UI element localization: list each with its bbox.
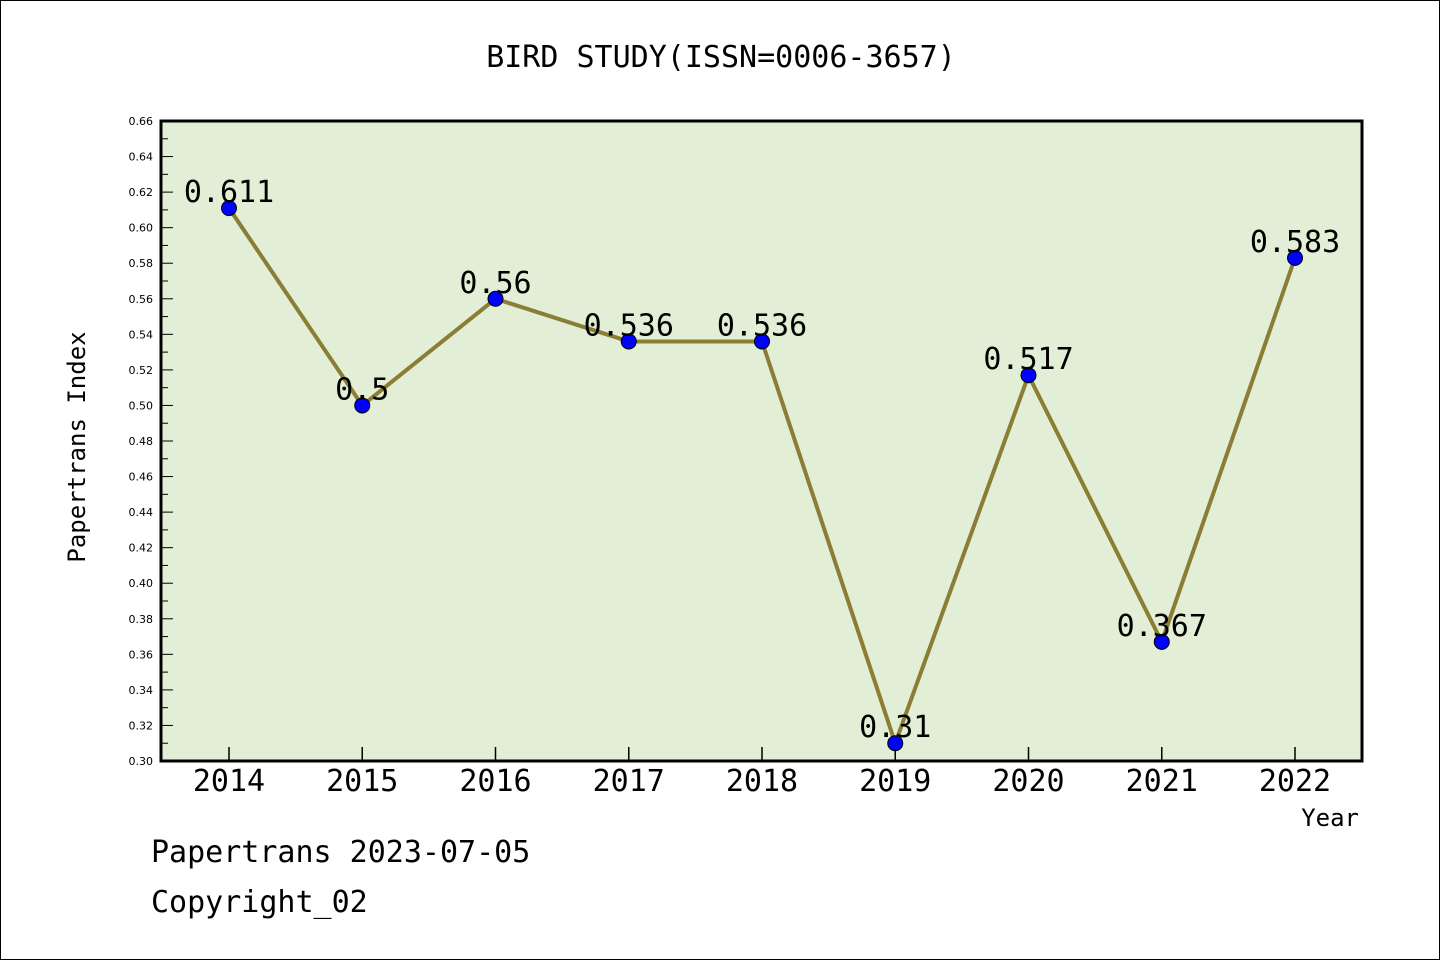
y-tick-label: 0.36 bbox=[129, 648, 154, 661]
y-tick-label: 0.52 bbox=[129, 364, 154, 377]
y-tick-label: 0.50 bbox=[129, 399, 154, 412]
y-tick-label: 0.54 bbox=[129, 328, 154, 341]
data-point bbox=[487, 290, 504, 307]
footer-date: Papertrans 2023-07-05 bbox=[151, 835, 531, 870]
data-label: 0.56 bbox=[459, 266, 531, 301]
data-point bbox=[1287, 249, 1303, 266]
data-point bbox=[620, 333, 637, 350]
x-axis: 2014 2015 2016 2017 2018 2019 2020 2021 2022 bbox=[193, 747, 1331, 799]
data-label: 0.583 bbox=[1250, 225, 1340, 260]
x-tick-label: 2022 bbox=[1259, 764, 1331, 799]
x-tick-label: 2018 bbox=[726, 764, 798, 799]
y-tick-label: 0.32 bbox=[129, 719, 154, 732]
data-point bbox=[221, 200, 237, 217]
data-label: 0.536 bbox=[584, 308, 674, 343]
y-tick-label: 0.58 bbox=[129, 257, 154, 270]
footer-copyright: Copyright_02 bbox=[151, 885, 368, 920]
x-tick-label: 2020 bbox=[992, 764, 1064, 799]
x-tick-label: 2016 bbox=[459, 764, 531, 799]
series-group: 0.611 0.5 0.56 0.536 0.536 0.31 0.517 0.367 0.58… bbox=[184, 175, 1340, 752]
data-label: 0.5 bbox=[335, 372, 389, 407]
y-tick-label: 0.62 bbox=[129, 186, 154, 199]
data-label: 0.367 bbox=[1117, 609, 1207, 644]
y-tick-label: 0.38 bbox=[129, 613, 154, 626]
y-tick-label: 0.46 bbox=[129, 471, 154, 484]
x-tick-label: 2014 bbox=[193, 764, 265, 799]
y-tick-label: 0.34 bbox=[129, 684, 154, 697]
x-tick-label: 2019 bbox=[859, 764, 931, 799]
y-tick-label: 0.66 bbox=[129, 115, 154, 128]
y-tick-label: 0.42 bbox=[129, 542, 154, 555]
chart-title: BIRD STUDY(ISSN=0006-3657) bbox=[486, 40, 956, 75]
data-point bbox=[1153, 633, 1170, 650]
data-point bbox=[887, 735, 904, 752]
y-tick-label: 0.44 bbox=[129, 506, 154, 519]
y-tick-label: 0.30 bbox=[129, 755, 154, 768]
y-axis: 0.30 0.32 0.34 0.36 0.38 0.40 0.42 0.44 0.46 0.48… bbox=[129, 115, 173, 768]
data-label: 0.611 bbox=[184, 175, 274, 210]
x-axis-label: Year bbox=[1301, 804, 1359, 832]
data-label: 0.536 bbox=[717, 308, 807, 343]
y-tick-label: 0.64 bbox=[129, 151, 154, 164]
plot-area bbox=[159, 119, 1364, 763]
y-tick-label: 0.56 bbox=[129, 293, 154, 306]
y-axis-label: Papertrans Index bbox=[63, 331, 91, 562]
y-tick-label: 0.48 bbox=[129, 435, 154, 448]
data-point bbox=[1020, 367, 1037, 384]
data-point bbox=[754, 333, 770, 350]
data-point bbox=[354, 397, 371, 414]
x-tick-label: 2017 bbox=[593, 764, 665, 799]
x-tick-label: 2015 bbox=[326, 764, 398, 799]
data-label: 0.31 bbox=[859, 710, 931, 745]
y-tick-label: 0.60 bbox=[129, 222, 154, 235]
x-tick-label: 2021 bbox=[1126, 764, 1198, 799]
data-label: 0.517 bbox=[983, 342, 1073, 377]
y-tick-label: 0.40 bbox=[129, 577, 154, 590]
